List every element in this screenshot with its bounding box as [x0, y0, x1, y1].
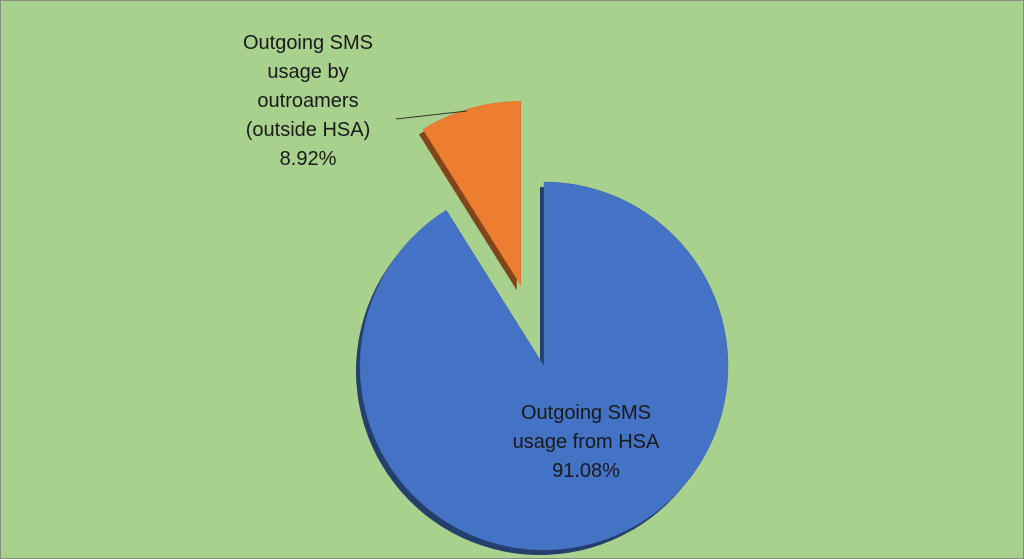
slice-category: Outgoing SMS usage from HSA — [512, 402, 660, 453]
slice — [422, 101, 522, 287]
slice-label: Outgoing SMS usage by outroamers (outsid… — [223, 29, 393, 174]
slice-value-label: 8.92% — [279, 148, 337, 170]
slice — [359, 181, 729, 551]
leader-line — [395, 110, 468, 120]
slice-value-label: 91.08% — [552, 460, 620, 482]
slice-label: Outgoing SMS usage from HSA 91.08% — [501, 399, 671, 486]
slice-category: Outgoing SMS usage by outroamers (outsid… — [242, 32, 374, 141]
